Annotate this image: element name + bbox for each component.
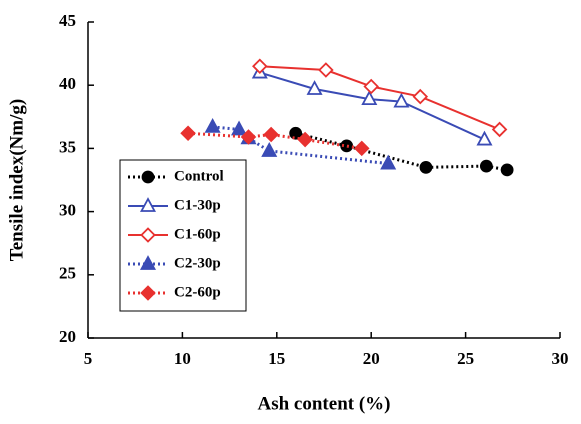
point <box>289 126 303 140</box>
legend: Control C1-30p C1-60p C2-30p C2-60p <box>119 159 247 312</box>
point <box>297 131 313 148</box>
y-tick-label: 40 <box>59 74 76 93</box>
x-tick-label: 20 <box>363 349 380 368</box>
point <box>412 88 429 105</box>
y-tick-label: 20 <box>59 327 76 346</box>
legend-marker <box>139 197 157 212</box>
x-tick-label: 15 <box>268 349 285 368</box>
series-line <box>259 65 500 131</box>
point <box>393 92 410 108</box>
point <box>363 78 379 95</box>
legend-label: C2-60p <box>174 284 221 300</box>
legend-label: C1-60p <box>174 226 221 242</box>
y-tick-label: 30 <box>59 201 76 220</box>
legend-label: Control <box>174 168 224 184</box>
legend-label: C2-30p <box>174 255 221 271</box>
x-tick-label: 5 <box>84 349 93 368</box>
x-tick-label: 30 <box>552 349 569 368</box>
point <box>353 140 370 157</box>
point <box>500 163 514 177</box>
y-tick-label: 45 <box>59 11 76 30</box>
x-tick-label: 10 <box>174 349 191 368</box>
y-axis-title: Tensile index(Nm/g) <box>6 99 27 261</box>
series-line <box>187 131 362 150</box>
legend-marker <box>141 170 155 184</box>
point <box>231 120 248 136</box>
point <box>318 62 334 78</box>
point <box>491 121 508 138</box>
y-tick-label: 25 <box>59 264 76 283</box>
point <box>252 58 268 75</box>
point <box>180 125 196 142</box>
series-line <box>295 131 508 172</box>
point <box>261 142 278 157</box>
point <box>306 80 323 95</box>
point <box>476 130 493 146</box>
legend-label: C1-30p <box>174 197 221 213</box>
point <box>479 159 493 173</box>
point <box>380 154 397 170</box>
legend-marker <box>140 227 156 243</box>
x-tick-label: 25 <box>457 349 474 368</box>
legend-marker <box>140 285 156 301</box>
point <box>263 126 279 143</box>
point <box>240 129 257 145</box>
x-axis-title: Ash content (%) <box>258 393 391 414</box>
y-tick-label: 35 <box>59 137 76 156</box>
point <box>204 118 221 133</box>
point <box>419 160 433 174</box>
legend-marker <box>139 255 157 270</box>
point <box>361 90 378 106</box>
